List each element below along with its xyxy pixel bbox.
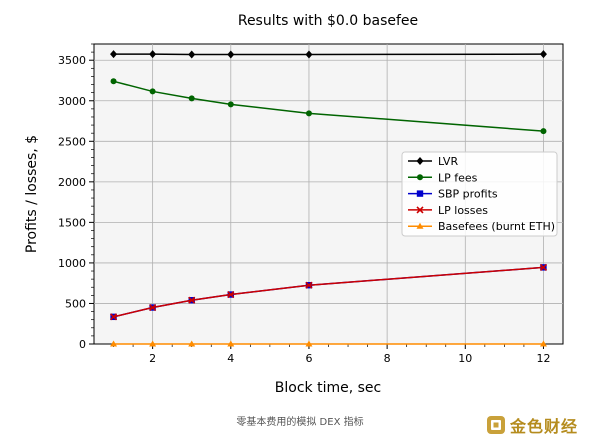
data-point-lp-fees xyxy=(188,95,195,102)
legend: LVR LP fees SBP profits LP losses Basefees (… xyxy=(401,151,558,237)
data-point-lp-losses xyxy=(149,303,157,312)
series-lvr xyxy=(110,50,547,59)
data-point-lp-losses xyxy=(539,263,548,271)
watermark: 金色财经 xyxy=(486,413,578,437)
series-line-lp-losses xyxy=(113,266,544,318)
x-tick-label: 2 xyxy=(149,352,156,365)
x-axis-label: Block time, sec xyxy=(275,380,381,396)
data-point-basefees-burnt-eth xyxy=(305,340,313,347)
data-point-lvr xyxy=(188,50,196,59)
series-basefees-burnt-eth xyxy=(110,340,547,347)
data-point-basefees-burnt-eth xyxy=(188,340,196,347)
data-point-basefees-burnt-eth xyxy=(110,340,118,347)
x-tick-label: 4 xyxy=(227,352,234,365)
y-axis-label: Profits / losses, $ xyxy=(24,135,40,253)
legend-marker-lp-fees xyxy=(417,174,423,181)
y-tick-label: 1000 xyxy=(58,257,86,270)
x-tick-label: 6 xyxy=(305,352,312,365)
legend-label-lp-fees: LP fees xyxy=(438,171,478,184)
data-point-lvr xyxy=(110,50,118,59)
x-tick-label: 10 xyxy=(458,352,472,365)
series-line-lp-fees xyxy=(113,80,544,132)
series-lp-fees xyxy=(110,78,547,135)
data-point-lvr xyxy=(149,50,157,59)
data-point-lvr xyxy=(539,50,547,59)
data-point-lp-losses xyxy=(109,313,118,321)
jinse-logo-icon xyxy=(487,416,505,434)
chart-title: Results with $0.0 basefee xyxy=(238,13,418,29)
y-tick-label: 0 xyxy=(79,338,86,351)
x-tick-label: 8 xyxy=(384,352,391,365)
series-group xyxy=(109,50,548,347)
y-tick-label: 3500 xyxy=(58,54,86,67)
data-point-lp-fees xyxy=(540,128,547,135)
y-axis: 0 500 1000 1500 2000 2500 3000 3500 xyxy=(58,43,94,351)
data-point-lp-losses xyxy=(188,296,196,304)
y-tick-label: 1500 xyxy=(58,216,86,229)
data-point-lp-fees xyxy=(227,101,234,108)
legend-marker-lp-losses xyxy=(416,206,424,214)
data-point-basefees-burnt-eth xyxy=(227,340,235,347)
legend-box xyxy=(401,151,558,237)
legend-label-lvr: LVR xyxy=(438,155,458,168)
legend-marker-basefees-burnt-eth xyxy=(416,222,424,229)
legend-marker-lvr xyxy=(416,157,424,165)
y-tick-label: 2000 xyxy=(58,176,86,189)
legend-label-sbp-profits: SBP profits xyxy=(438,188,498,201)
y-tick-label: 2500 xyxy=(58,135,86,148)
series-lp-losses xyxy=(109,263,548,321)
data-point-lp-losses xyxy=(305,281,313,289)
x-axis: 2 4 6 8 10 12 xyxy=(113,344,550,365)
x-tick-label: 12 xyxy=(536,352,550,365)
data-point-basefees-burnt-eth xyxy=(539,340,547,347)
y-tick-label: 500 xyxy=(65,297,86,310)
data-point-lp-fees xyxy=(305,110,312,117)
chart: Results with $0.0 basefee 05001000150020… xyxy=(24,13,564,396)
watermark-text: 金色财经 xyxy=(510,417,579,436)
data-point-lvr xyxy=(305,50,313,59)
legend-label-lp-losses: LP losses xyxy=(438,204,488,217)
caption: 零基本费用的模拟 DEX 指标 xyxy=(236,417,364,428)
legend-marker-sbp-profits xyxy=(416,190,424,197)
data-point-lp-fees xyxy=(149,88,156,95)
data-point-lp-fees xyxy=(110,78,117,85)
data-point-basefees-burnt-eth xyxy=(149,340,157,347)
data-point-lp-losses xyxy=(227,290,235,299)
data-point-lvr xyxy=(227,50,235,59)
y-tick-label: 3000 xyxy=(58,95,86,108)
legend-label-basefees-burnt-eth: Basefees (burnt ETH) xyxy=(438,220,555,233)
